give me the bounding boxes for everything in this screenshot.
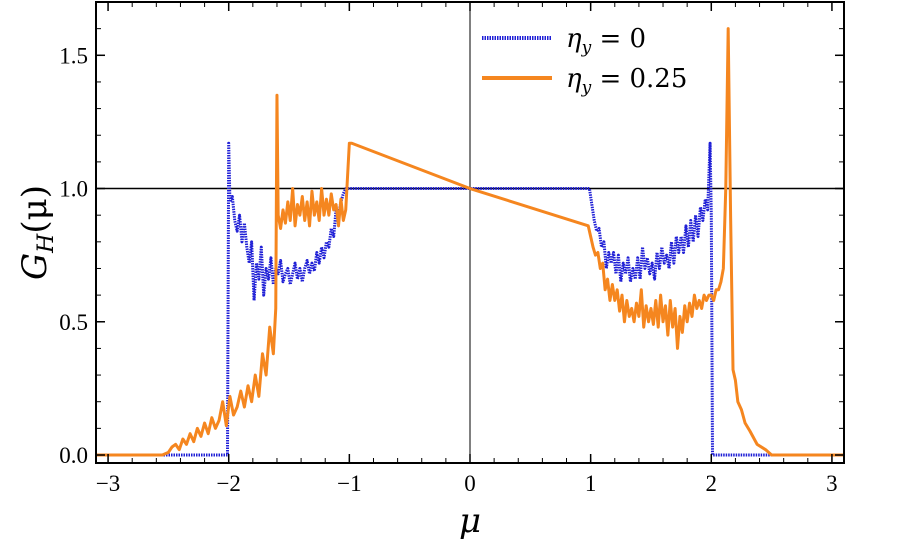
y-axis-label-tail: (μ) [15, 185, 55, 234]
x-tick-label: −1 [337, 471, 361, 496]
x-axis-label: μ [459, 501, 481, 541]
legend-eta-symbol: η [566, 24, 582, 54]
x-tick-label: −2 [216, 471, 240, 496]
y-tick-label: 1.5 [59, 43, 88, 68]
x-tick-label: 3 [826, 471, 838, 496]
y-axis-label-sub: H [34, 233, 59, 254]
y-axis-label-main: G [15, 253, 55, 280]
y-axis-label: GH(μ) [15, 185, 59, 280]
legend-eta-symbol: η [566, 64, 582, 94]
x-tick-label: 0 [464, 471, 476, 496]
series-layer [96, 27, 844, 457]
legend-label-eta-0: ηy = 0 [566, 24, 646, 58]
legend-eta-value: = 0 [591, 24, 646, 54]
legend-eta-value: = 0.25 [591, 64, 687, 94]
legend: ηy = 0 ηy = 0.25 [482, 24, 687, 98]
y-tick-label: 0.5 [59, 310, 88, 335]
x-tick-label: −3 [96, 471, 120, 496]
y-tick-label: 1.0 [59, 177, 88, 202]
legend-eta-subscript: y [581, 78, 592, 98]
x-tick-label: 1 [585, 471, 597, 496]
legend-label-eta-025: ηy = 0.25 [566, 64, 687, 98]
x-tick-label: 2 [706, 471, 718, 496]
legend-eta-subscript: y [581, 38, 592, 58]
tick-labels: −3 −2 −1 0 1 2 3 0.0 0.5 1.0 1.5 [59, 43, 837, 496]
series-line-0 [96, 141, 844, 457]
y-tick-label: 0.0 [59, 443, 88, 468]
series-line-1 [96, 27, 844, 457]
axis-ticks [96, 2, 844, 463]
